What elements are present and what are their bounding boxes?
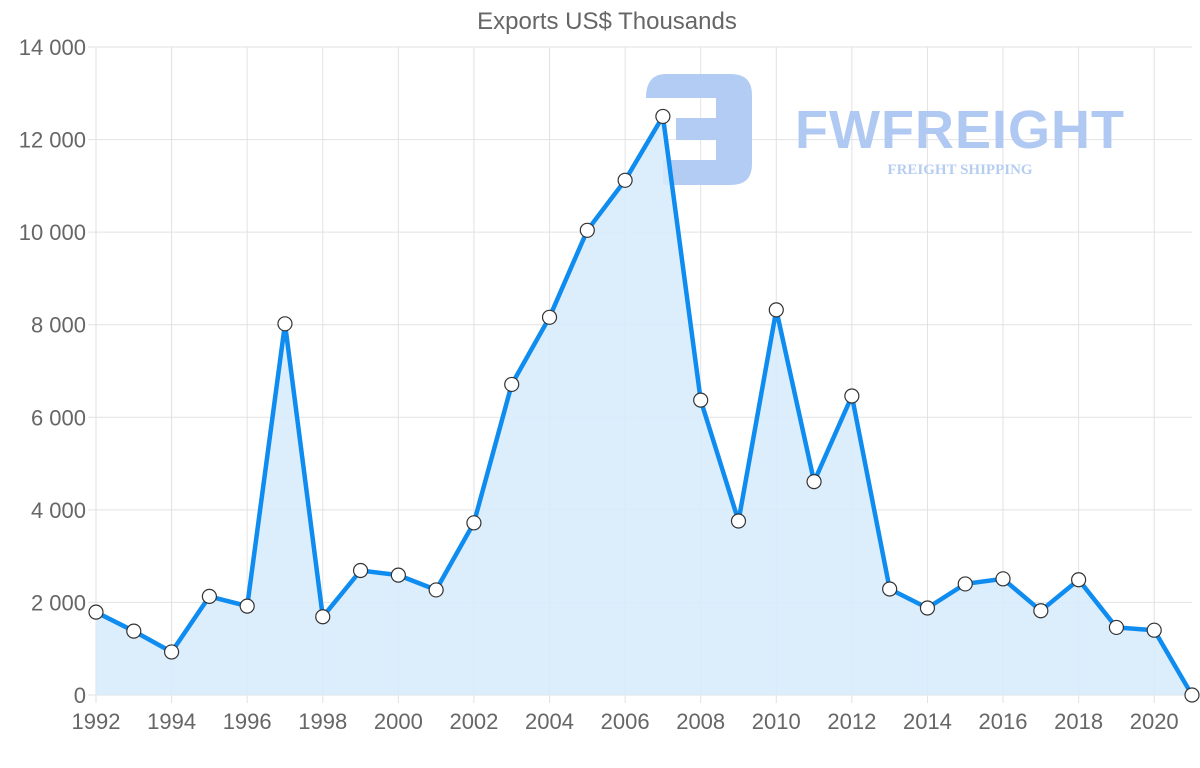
x-tick-label: 2006: [601, 709, 650, 734]
x-tick-label: 2020: [1130, 709, 1179, 734]
data-point[interactable]: 2010: 8320: [768, 302, 784, 318]
y-axis: 0 2 000 4 000 6 000 8 000 10 000 12 000 14 000: [19, 35, 86, 708]
x-tick-label: 1994: [147, 709, 196, 734]
fwfreight-logo-icon: [646, 74, 752, 185]
data-point[interactable]: 1992: 1790: [88, 604, 104, 620]
y-tick-label: 6 000: [31, 405, 86, 430]
data-point[interactable]: 2016: 2510: [995, 571, 1011, 587]
data-points: 1992: 1790 1993: 1380 1994: 930 1995: 2130 1…: [88, 108, 1200, 703]
x-tick-label: 1996: [223, 709, 272, 734]
data-point[interactable]: 2021: 0: [1184, 687, 1200, 703]
y-tick-label: 4 000: [31, 498, 86, 523]
series-line: [93, 114, 1195, 698]
y-tick-label: 14 000: [19, 35, 86, 60]
data-point[interactable]: 1994: 930: [163, 644, 180, 660]
data-point[interactable]: 2014: 1880: [919, 600, 936, 616]
data-point[interactable]: 1996: 1920: [239, 598, 255, 614]
x-tick-label: 2002: [449, 709, 498, 734]
y-tick-label: 0: [74, 683, 86, 708]
data-point[interactable]: 2019: 1460: [1108, 619, 1125, 636]
x-axis: 1992 1994 1996 1998 2000 2002 2004 2006 2008 2010…: [72, 709, 1179, 734]
x-tick-label: 2004: [525, 709, 574, 734]
x-tick-label: 2018: [1054, 709, 1103, 734]
x-tick-label: 1992: [72, 709, 121, 734]
data-point[interactable]: 2009: 3760: [730, 513, 747, 529]
data-point[interactable]: 2003: 6710: [504, 376, 520, 393]
data-point[interactable]: 2001: 2270: [428, 582, 444, 598]
data-point[interactable]: 1997: 8020: [277, 316, 293, 332]
x-tick-label: 2012: [827, 709, 876, 734]
data-point[interactable]: 1999: 2690: [352, 562, 369, 579]
y-tick-label: 8 000: [31, 313, 86, 338]
y-tick-label: 2 000: [31, 590, 86, 615]
x-tick-label: 2008: [676, 709, 725, 734]
y-tick-label: 10 000: [19, 220, 86, 245]
watermark-tagline: FREIGHT SHIPPING: [887, 162, 1032, 178]
area-fill: [96, 116, 1192, 695]
x-tick-label: 2014: [903, 709, 952, 734]
x-tick-label: 2010: [752, 709, 801, 734]
data-point[interactable]: 1998: 1690: [315, 609, 331, 625]
data-point[interactable]: 2015: 2400: [957, 576, 973, 592]
x-tick-label: 1998: [298, 709, 347, 734]
data-point[interactable]: 2004: 8160: [541, 309, 558, 325]
data-point[interactable]: 2018: 2490: [1071, 572, 1087, 588]
x-tick-label: 2016: [979, 709, 1028, 734]
chart-title: Exports US$ Thousands: [477, 8, 737, 35]
data-point[interactable]: 2008: 6370: [693, 392, 709, 408]
data-point[interactable]: 2012: 6460: [844, 388, 860, 404]
data-point[interactable]: 1993: 1380: [126, 623, 142, 639]
data-point[interactable]: 2007: 12500: [655, 108, 671, 125]
series-exports: [93, 114, 1195, 698]
y-tick-label: 12 000: [19, 128, 86, 153]
x-tick-label: 2000: [374, 709, 423, 734]
data-point[interactable]: 2011: 4610: [806, 474, 822, 490]
watermark-brand: FWFREIGHT: [795, 100, 1125, 160]
data-point[interactable]: 2013: 2290: [882, 581, 898, 597]
data-point[interactable]: 1995: 2130: [201, 588, 217, 605]
watermark-logo: FWFREIGHT FREIGHT SHIPPING: [646, 74, 1125, 185]
data-point[interactable]: 2000: 2590: [390, 567, 406, 583]
data-point[interactable]: 2002: 3720: [466, 515, 482, 531]
data-point[interactable]: 2005: 10040: [579, 222, 595, 238]
data-point[interactable]: 2006: 11120: [617, 172, 633, 188]
